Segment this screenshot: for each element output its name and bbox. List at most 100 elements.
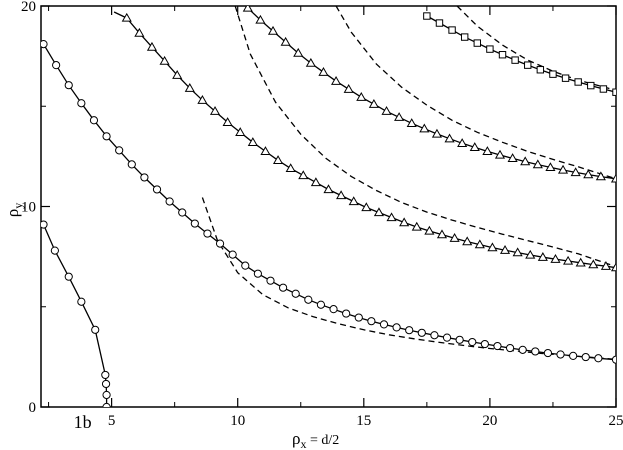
data-point-triangle (507, 153, 518, 163)
data-point-triangle (394, 112, 405, 121)
data-point-triangle (424, 225, 435, 235)
data-point-triangle (570, 167, 581, 177)
data-point-circle (556, 350, 565, 359)
data-point-circle (52, 61, 61, 70)
data-point-triangle (260, 146, 271, 156)
data-point-triangle (494, 149, 506, 159)
data-point-triangle (172, 69, 183, 79)
y-tick-label: 20 (21, 0, 36, 15)
data-point-circle (178, 208, 187, 217)
data-point-square (561, 74, 570, 82)
data-point-triangle (444, 133, 455, 143)
data-point-triangle (532, 159, 543, 169)
data-point-square (486, 45, 494, 53)
data-point-triangle (550, 254, 561, 263)
data-point-triangle (520, 156, 531, 166)
data-point-triangle (361, 202, 372, 212)
data-point-square (574, 78, 582, 86)
data-point-triangle (255, 14, 266, 24)
x-tick-label: 20 (482, 413, 497, 429)
data-point-circle (253, 269, 262, 278)
plot-frame (40, 5, 617, 408)
data-point-circle (101, 370, 110, 380)
data-point-triangle (197, 95, 208, 104)
data-point-circle (392, 323, 401, 332)
data-point-circle (291, 289, 300, 298)
data-point-circle (594, 354, 603, 363)
x-tick-label: 15 (356, 413, 371, 429)
y-tick-labels: 0 10 20 (21, 0, 36, 416)
data-point-triangle (436, 229, 448, 239)
data-point-triangle (600, 261, 611, 270)
data-point-circle (115, 146, 124, 155)
data-point-triangle (386, 212, 397, 222)
series-line-4 (426, 15, 616, 93)
data-point-circle (304, 295, 313, 304)
data-point-triangle (267, 25, 279, 35)
data-point-circle (41, 39, 48, 49)
data-point-circle (140, 173, 149, 182)
data-point-triangle (482, 146, 493, 156)
data-point-square (549, 70, 557, 78)
data-point-triangle (348, 196, 359, 206)
data-point-circle (165, 197, 174, 206)
data-point-circle (102, 132, 111, 141)
data-point-square (498, 51, 507, 59)
data-point-circle (316, 300, 326, 309)
data-point-circle (50, 246, 59, 255)
data-point-circle (101, 379, 111, 389)
data-point-triangle (469, 142, 480, 152)
data-point-triangle (184, 82, 195, 92)
data-point-circle (442, 333, 452, 342)
data-point-circle (102, 390, 111, 400)
data-point-triangle (406, 118, 417, 127)
data-point-circle (480, 339, 489, 349)
data-point-circle (91, 325, 100, 334)
data-point-square (612, 88, 616, 96)
data-point-triangle (318, 66, 329, 76)
data-point-triangle (474, 239, 485, 249)
data-point-circle (581, 352, 590, 362)
data-point-triangle (588, 259, 599, 269)
data-point-triangle (525, 249, 536, 259)
data-point-triangle (305, 57, 316, 67)
data-point-triangle (610, 173, 616, 183)
annotations: 1b (74, 412, 92, 432)
series-line-1 (42, 43, 616, 361)
data-point-triangle (595, 171, 606, 181)
data-point-triangle (293, 47, 304, 57)
data-point-square (435, 19, 444, 27)
data-point-triangle (381, 106, 392, 115)
data-point-triangle (457, 138, 468, 147)
data-point-circle (405, 326, 414, 335)
data-point-triangle (343, 83, 354, 93)
x-tick-label: 10 (230, 413, 245, 429)
data-point-triangle (272, 155, 284, 165)
data-point-circle (152, 185, 162, 194)
data-point-square (536, 66, 545, 74)
data-point-circle (417, 328, 426, 337)
data-point-circle (468, 337, 477, 347)
y-axis-label-subscript: y (11, 203, 25, 209)
data-point-circle (41, 220, 48, 229)
data-point-triangle (242, 6, 253, 12)
data-point-circle (190, 219, 199, 228)
data-point-circle (203, 229, 212, 238)
data-point-circle (505, 343, 515, 353)
data-point-triangle (557, 164, 569, 174)
x-axis-label: ρx = d/2 (292, 429, 339, 450)
data-point-triangle (134, 27, 145, 37)
data-point-square (448, 26, 456, 34)
data-point-triangle (331, 75, 342, 85)
data-point-circle (77, 99, 86, 108)
data-point-square (423, 12, 431, 20)
data-point-circle (455, 335, 464, 344)
data-point-triangle (449, 232, 460, 242)
data-point-triangle (373, 207, 385, 217)
x-tick-labels: 5 10 15 20 25 (108, 413, 623, 429)
data-point-circle (127, 160, 136, 169)
series-line-7 (234, 6, 616, 268)
data-point-circle (543, 348, 553, 358)
data-point-triangle (583, 169, 594, 179)
data-point-triangle (222, 117, 233, 126)
